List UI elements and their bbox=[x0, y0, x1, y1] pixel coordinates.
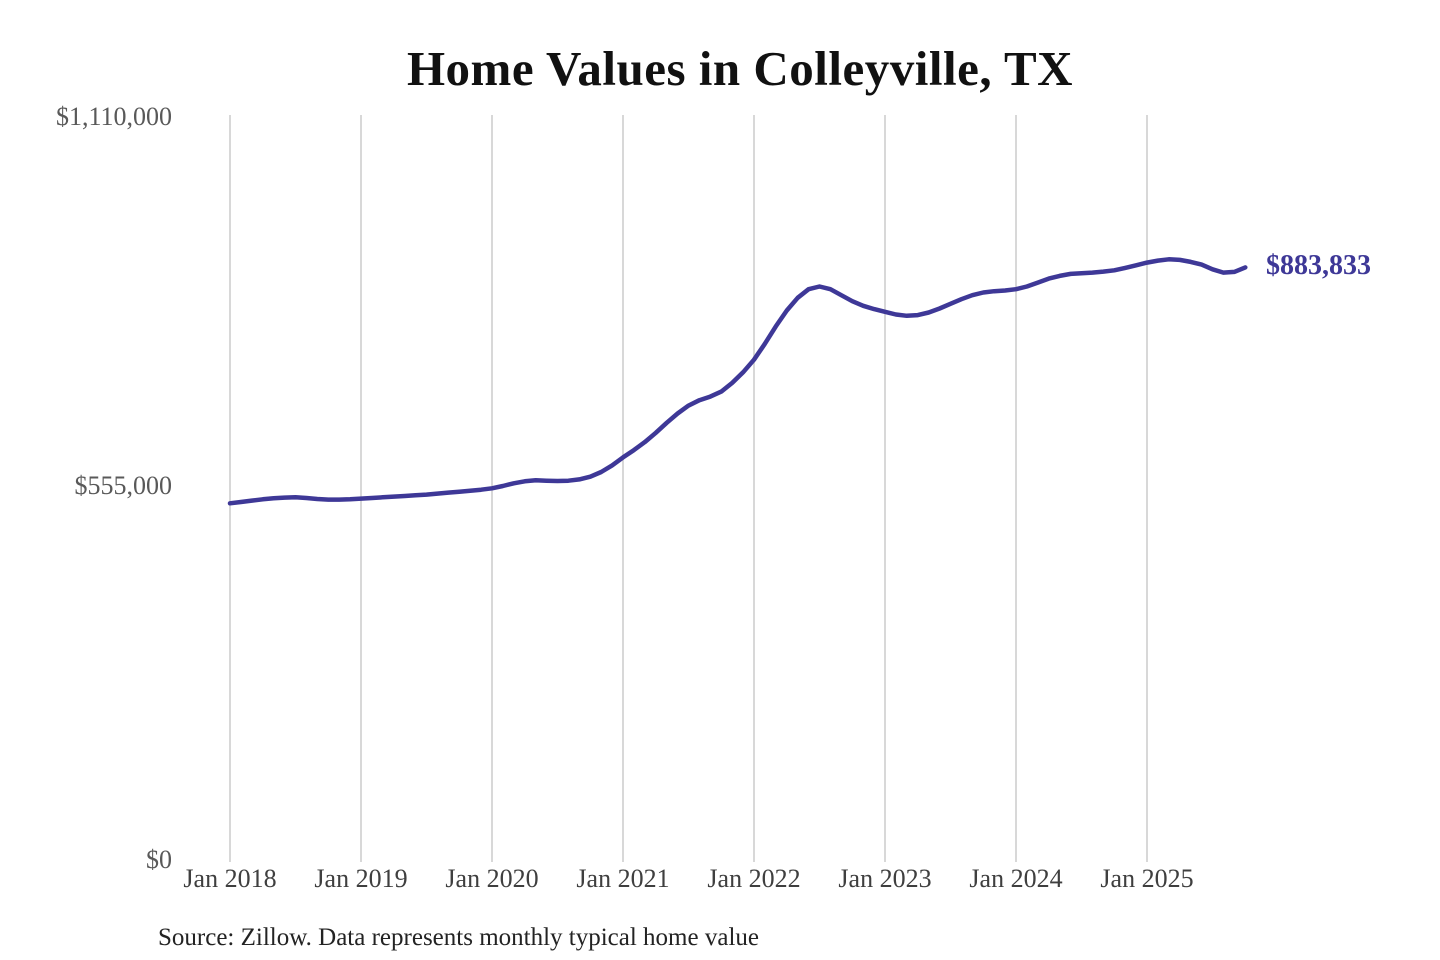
x-tick-label: Jan 2022 bbox=[707, 864, 801, 893]
y-tick-label-max: $1,110,000 bbox=[55, 102, 172, 131]
x-tick-label: Jan 2021 bbox=[576, 864, 670, 893]
gridlines bbox=[229, 115, 1148, 862]
x-tick-label: Jan 2023 bbox=[838, 864, 932, 893]
end-value-label: $883,833 bbox=[1266, 250, 1371, 282]
x-tick-label: Jan 2024 bbox=[969, 864, 1063, 893]
y-tick-label-mid: $555,000 bbox=[74, 471, 173, 500]
x-tick-label: Jan 2020 bbox=[445, 864, 539, 893]
chart-title: Home Values in Colleyville, TX bbox=[406, 41, 1074, 96]
y-tick-label-zero: $0 bbox=[146, 845, 172, 874]
x-tick-label: Jan 2025 bbox=[1100, 864, 1194, 893]
x-tick-label: Jan 2019 bbox=[314, 864, 408, 893]
source-note: Source: Zillow. Data represents monthly … bbox=[158, 924, 759, 951]
x-tick-label: Jan 2018 bbox=[183, 864, 277, 893]
home-value-line bbox=[227, 257, 1248, 506]
